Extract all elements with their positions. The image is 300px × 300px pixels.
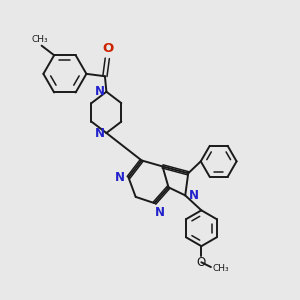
Text: CH₃: CH₃ [213,264,229,273]
Text: N: N [94,85,105,98]
Text: N: N [189,189,199,202]
Text: N: N [115,171,124,184]
Text: CH₃: CH₃ [32,35,48,44]
Text: O: O [102,42,113,55]
Text: N: N [155,206,165,218]
Text: O: O [197,256,206,269]
Text: N: N [94,127,105,140]
